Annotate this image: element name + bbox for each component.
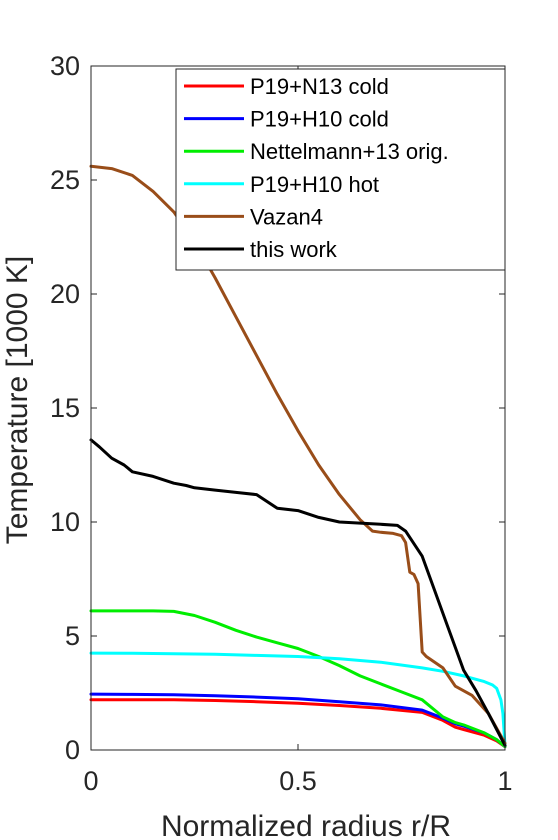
legend-label-5: this work [250,237,338,262]
series-line-0 [89,698,507,749]
legend: P19+N13 cold P19+H10 cold Nettelmann+13 or… [175,68,506,271]
legend-box [175,68,506,271]
y-tick-label: 20 [50,279,80,309]
legend-label-1: P19+H10 cold [250,107,389,132]
y-tick-label: 15 [50,393,80,423]
x-tick-label: 1 [497,766,512,796]
legend-label-0: P19+N13 cold [250,74,389,99]
x-axis-label: Normalized radius r/R [161,810,451,840]
y-tick-label: 0 [65,735,80,765]
x-tick-label: 0.5 [279,766,317,796]
x-tick-label: 0 [83,766,98,796]
y-axis-label: Temperature [1000 K] [1,256,34,545]
legend-label-3: P19+H10 hot [250,172,379,197]
y-tick-label: 10 [50,507,80,537]
legend-label-2: Nettelmann+13 orig. [250,139,449,164]
y-tick-label: 5 [65,621,80,651]
series-line-3 [89,651,507,747]
y-tick-label: 25 [50,165,80,195]
axis-ticks: 0 5 10 15 20 25 30 0 0.5 1 [50,51,513,796]
series-line-5 [89,438,507,747]
y-tick-label: 30 [50,51,80,81]
legend-label-4: Vazan4 [250,204,323,229]
